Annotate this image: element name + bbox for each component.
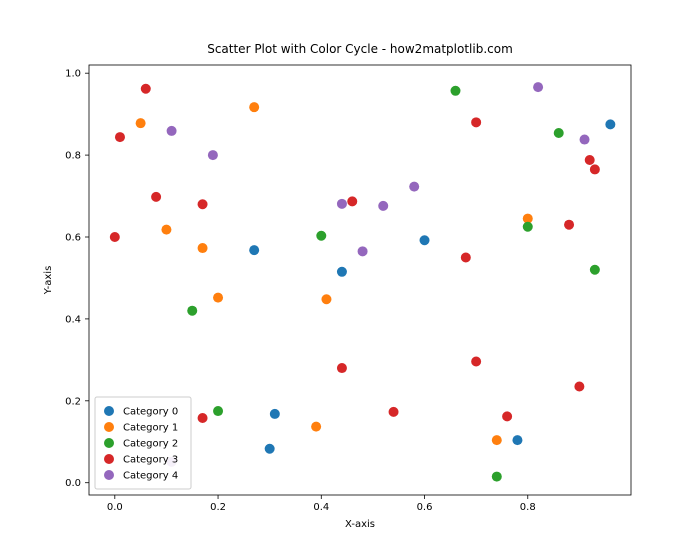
data-point xyxy=(471,117,481,127)
data-point xyxy=(574,381,584,391)
data-point xyxy=(533,82,543,92)
legend-label: Category 0 xyxy=(123,407,178,418)
data-point xyxy=(337,363,347,373)
data-point xyxy=(590,265,600,275)
legend-marker xyxy=(104,438,114,448)
data-point xyxy=(198,199,208,209)
data-point xyxy=(564,220,574,230)
data-point xyxy=(213,406,223,416)
data-point xyxy=(198,413,208,423)
data-point xyxy=(502,411,512,421)
data-point xyxy=(512,435,522,445)
data-point xyxy=(450,86,460,96)
data-point xyxy=(378,201,388,211)
data-point xyxy=(492,435,502,445)
data-point xyxy=(605,119,615,129)
y-tick-label: 1.0 xyxy=(65,69,81,80)
data-point xyxy=(151,192,161,202)
data-point xyxy=(141,84,151,94)
legend-marker xyxy=(104,422,114,432)
data-point xyxy=(358,246,368,256)
data-point xyxy=(208,150,218,160)
legend: Category 0 Category 1 Category 2 Category 3… xyxy=(95,397,191,489)
data-point xyxy=(590,164,600,174)
x-axis-label: X-axis xyxy=(345,519,375,530)
chart-title: Scatter Plot with Color Cycle - how2matp… xyxy=(207,42,513,56)
data-point xyxy=(337,199,347,209)
y-tick-label: 0.4 xyxy=(65,314,81,325)
data-point xyxy=(198,243,208,253)
data-point xyxy=(110,232,120,242)
data-point xyxy=(337,267,347,277)
data-point xyxy=(420,235,430,245)
data-point xyxy=(161,225,171,235)
data-point xyxy=(316,231,326,241)
data-point xyxy=(115,132,125,142)
data-point xyxy=(311,422,321,432)
data-point xyxy=(389,407,399,417)
y-tick-label: 0.2 xyxy=(65,396,81,407)
y-axis-label: Y-axis xyxy=(43,266,54,296)
legend-label: Category 4 xyxy=(123,471,178,482)
y-tick-label: 0.8 xyxy=(65,151,81,162)
data-point xyxy=(265,444,275,454)
data-point xyxy=(461,252,471,262)
legend-label: Category 2 xyxy=(123,439,178,450)
data-point xyxy=(554,128,564,138)
y-tick-label: 0.0 xyxy=(65,478,81,489)
data-point xyxy=(249,245,259,255)
legend-marker xyxy=(104,406,114,416)
y-tick-label: 0.6 xyxy=(65,233,81,244)
data-point xyxy=(167,126,177,136)
data-point xyxy=(249,102,259,112)
data-point xyxy=(409,182,419,192)
x-tick-label: 0.2 xyxy=(210,502,226,513)
x-tick-label: 0.0 xyxy=(107,502,123,513)
data-point xyxy=(347,196,357,206)
x-tick-label: 0.8 xyxy=(520,502,536,513)
data-point xyxy=(471,356,481,366)
data-point xyxy=(585,155,595,165)
data-point xyxy=(321,294,331,304)
legend-marker xyxy=(104,470,114,480)
data-point xyxy=(187,306,197,316)
legend-marker xyxy=(104,454,114,464)
data-point xyxy=(136,118,146,128)
data-point xyxy=(492,472,502,482)
data-point xyxy=(580,135,590,145)
data-point xyxy=(213,293,223,303)
data-point xyxy=(270,409,280,419)
x-tick-label: 0.4 xyxy=(313,502,329,513)
x-tick-label: 0.6 xyxy=(417,502,433,513)
legend-label: Category 1 xyxy=(123,423,178,434)
scatter-chart: 0.0 0.2 0.4 0.6 0.8 0.0 0.2 0.4 0.6 0.8 1.0 X-axis Y… xyxy=(0,0,700,560)
data-point xyxy=(523,222,533,232)
legend-label: Category 3 xyxy=(123,455,178,466)
chart-svg: 0.0 0.2 0.4 0.6 0.8 0.0 0.2 0.4 0.6 0.8 1.0 X-axis Y… xyxy=(0,0,700,560)
